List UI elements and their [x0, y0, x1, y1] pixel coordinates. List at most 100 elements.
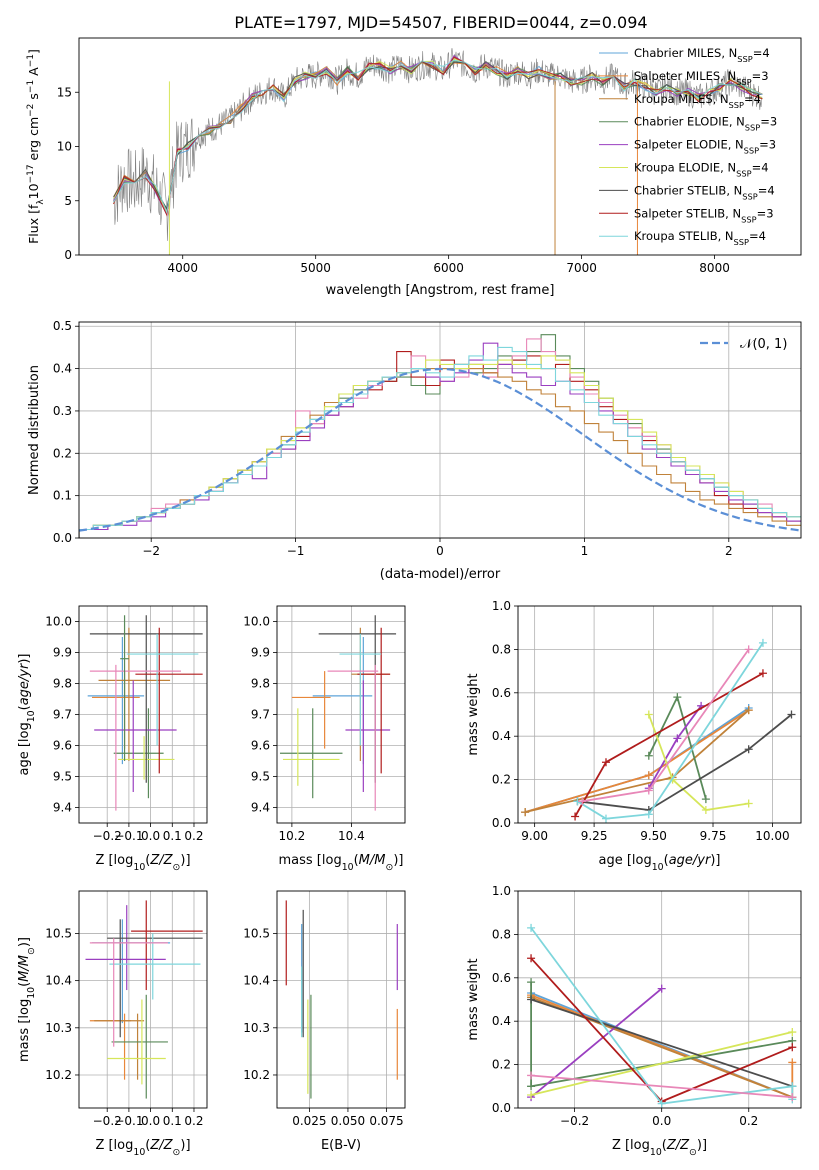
y-tick-label: 9.6	[53, 739, 72, 753]
x-tick-label: −0.1	[114, 1114, 143, 1128]
label-part: )]	[697, 1138, 707, 1153]
plot-area	[285, 900, 398, 1099]
label-part: M/M	[359, 853, 386, 868]
weight-series-line	[577, 642, 764, 820]
weight-series-line	[530, 998, 793, 1088]
weight-point-marker	[744, 645, 753, 654]
label-part: ⊙	[173, 862, 181, 873]
weight-point-marker	[644, 810, 653, 819]
x-axis-label: mass [log10(M/M⊙)]	[279, 853, 404, 873]
label-part: Kroupa STELIB, N	[634, 229, 734, 243]
label-part: =4	[752, 161, 769, 175]
label-part: 10	[650, 1147, 662, 1158]
x-tick-label: −0.2	[93, 1114, 122, 1128]
x-tick-label: 1	[581, 544, 589, 558]
label-part: )]	[710, 853, 720, 868]
label-part: SSP	[729, 100, 744, 110]
x-tick-label: 9.25	[581, 829, 608, 843]
y-tick-label: 10	[57, 140, 72, 154]
x-axis-label: E(B-V)	[321, 1138, 361, 1153]
weight-point-marker	[701, 795, 710, 804]
y-tick-label: 10.0	[243, 615, 270, 629]
x-tick-label: 0.025	[292, 1114, 326, 1128]
y-tick-label: 5	[64, 194, 72, 208]
label-part: Z [log	[95, 853, 133, 868]
y-tick-label: 9.5	[53, 770, 72, 784]
weight-point-marker	[644, 771, 653, 780]
y-tick-label: 15	[57, 85, 72, 99]
y-tick-label: 10.5	[45, 926, 72, 940]
spectrum-panel: 4000 5000 6000 7000 8000 0 5 10 15 wavelength [An…	[26, 37, 802, 298]
plot-area	[79, 334, 801, 538]
x-tick-label: 9.00	[521, 829, 548, 843]
weight-point-marker	[578, 797, 587, 806]
label-part: A	[26, 67, 41, 80]
label-part: SSP	[736, 169, 751, 179]
label-part: ⊙	[689, 1147, 697, 1158]
y-tick-label: 0.8	[492, 927, 511, 941]
residual-histogram-panel: −2 −1 0 1 2 0.0 0.1 0.2 0.3 0.4 0.5 (data-model)/er…	[27, 319, 802, 582]
weight-point-marker	[744, 745, 753, 754]
legend-label: Chabrier STELIB, NSSP=4	[634, 183, 775, 201]
y-tick-label: 0.0	[53, 531, 72, 545]
axes-frame	[517, 890, 802, 1109]
x-tick-label: 0.2	[184, 1114, 203, 1128]
label-part: age [log	[17, 722, 32, 775]
legend-label: Kroupa MILES, NSSP=4	[634, 92, 761, 110]
x-tick-label: 0	[436, 544, 444, 558]
weight-point-marker	[788, 1093, 797, 1102]
weight-series-line	[524, 709, 750, 813]
y-tick-label: 0.3	[53, 404, 72, 418]
y-axis-label: age [log10(age/yr)]	[17, 653, 37, 775]
weight-series-line	[530, 987, 663, 1098]
model-spectrum-line	[113, 59, 763, 215]
y-tick-label: 9.4	[53, 801, 72, 815]
label-part: SSP	[734, 237, 749, 247]
weight-point-marker	[644, 751, 653, 760]
weight-point-marker	[527, 923, 536, 932]
label-part: Z/Z	[149, 853, 173, 868]
weight-series-line	[647, 714, 749, 811]
label-part: Salpeter MILES, N	[634, 69, 736, 83]
weight-point-marker	[788, 1058, 797, 1067]
label-part: SSP	[744, 146, 759, 156]
y-tick-label: 10.3	[45, 1021, 72, 1035]
y-tick-label: 1.0	[492, 884, 511, 898]
weight-point-marker	[701, 805, 710, 814]
plot-area	[279, 615, 397, 811]
y-tick-label: 9.6	[251, 739, 270, 753]
weight-series-line	[530, 927, 794, 1105]
weight-point-marker	[571, 812, 580, 821]
y-tick-label: 0.2	[492, 773, 511, 787]
label-part: SSP	[737, 54, 752, 64]
weight-series-line	[531, 1074, 793, 1099]
label-part: (	[354, 853, 359, 868]
label-part: )]	[393, 853, 403, 868]
massweight-vs-age-panel: 9.00 9.25 9.50 9.75 10.00 0.0 0.2 0.4 0.6 0.8 1.0 a…	[466, 599, 802, 873]
weight-point-marker	[787, 710, 796, 719]
y-tick-label: 0	[64, 248, 72, 262]
y-tick-label: 9.7	[53, 708, 72, 722]
y-tick-label: 0.0	[492, 1101, 511, 1115]
y-axis-label: Normed distribution	[27, 365, 42, 495]
label-part: erg cm	[26, 117, 41, 165]
y-tick-label: 0.1	[53, 489, 72, 503]
label-part: =3	[760, 115, 777, 129]
x-axis-label: wavelength [Angstrom, rest frame]	[326, 283, 555, 298]
x-tick-label: −0.1	[114, 829, 143, 843]
label-part: −2	[26, 104, 36, 117]
label-part: Z/Z	[149, 1138, 173, 1153]
weight-point-marker	[527, 1090, 536, 1099]
label-part: ⊙	[385, 862, 393, 873]
y-tick-label: 10.3	[243, 1021, 270, 1035]
plot-area	[87, 615, 203, 811]
label-part: =3	[759, 138, 776, 152]
y-tick-label: 0.5	[53, 319, 72, 333]
y-axis-label: Flux [fλ10−17 erg cm−2 s−1 A−1]	[26, 49, 46, 244]
weight-point-marker	[657, 984, 666, 993]
x-tick-label: 0.0	[652, 1114, 671, 1128]
x-axis-label: Z [log10(Z/Z⊙)]	[95, 853, 190, 873]
weight-point-marker	[758, 669, 767, 678]
label-part: λ	[36, 199, 46, 205]
